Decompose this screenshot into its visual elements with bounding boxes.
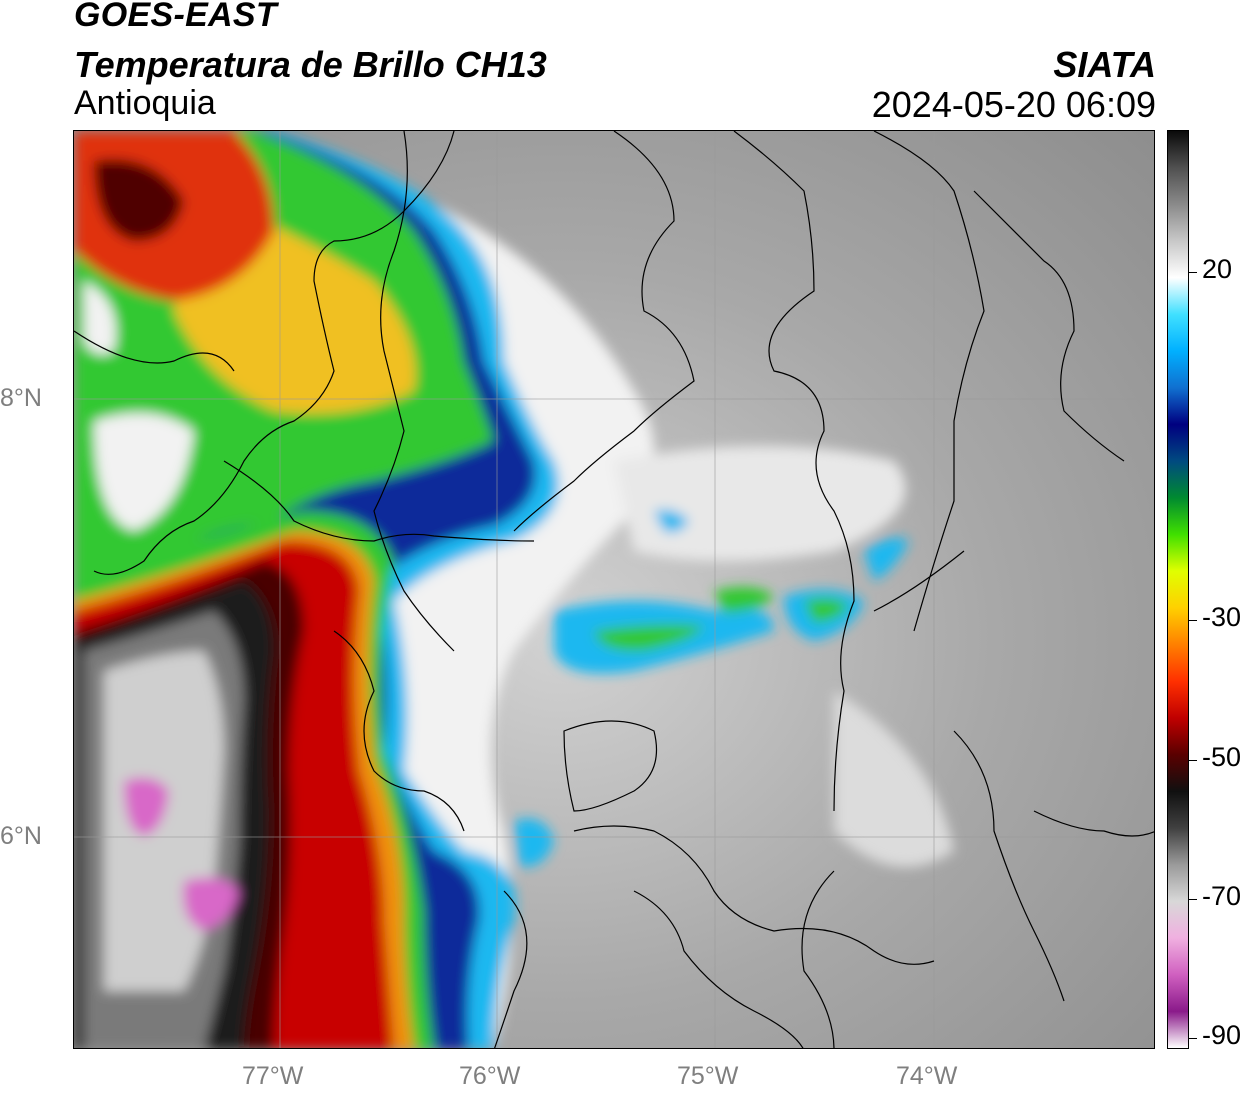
colorbar-tick [1189, 1038, 1197, 1039]
satellite-title: GOES-EAST [74, 0, 277, 34]
colorbar-label-minus90: -90 [1202, 1020, 1242, 1050]
colorbar-tick [1189, 760, 1197, 761]
colorbar [1167, 130, 1189, 1049]
colorbar-tick [1189, 620, 1197, 621]
product-title: Temperatura de Brillo CH13 [74, 44, 547, 85]
brightness-temperature-map [73, 130, 1155, 1049]
lon-label-77w: 77°W [242, 1062, 304, 1090]
colorbar-label-minus30: -30 [1202, 602, 1242, 632]
colorbar-tick [1189, 272, 1197, 273]
lat-label-6n: 6°N [0, 822, 42, 850]
colorbar-label-minus50: -50 [1202, 742, 1242, 772]
lon-label-75w: 75°W [677, 1062, 739, 1090]
lon-label-74w: 74°W [896, 1062, 958, 1090]
boundaries [74, 131, 1154, 1048]
graticule [74, 131, 1154, 1048]
colorbar-label-20: 20 [1202, 254, 1233, 284]
organization-label: SIATA [1053, 44, 1156, 85]
cloud-field [74, 131, 954, 1048]
region-title: Antioquia [74, 84, 216, 122]
lon-label-76w: 76°W [459, 1062, 521, 1090]
colorbar-tick [1189, 899, 1197, 900]
datetime-label: 2024-05-20 06:09 [871, 84, 1156, 125]
lat-label-8n: 8°N [0, 384, 42, 412]
map-canvas [74, 131, 1154, 1048]
colorbar-label-minus70: -70 [1202, 881, 1242, 911]
